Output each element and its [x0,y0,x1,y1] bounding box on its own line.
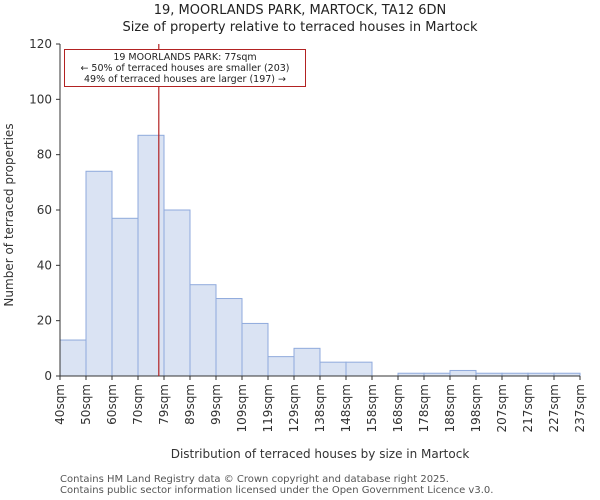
histogram-bar [267,356,295,377]
histogram-bar [189,284,217,377]
x-axis-label: Distribution of terraced houses by size … [171,447,470,461]
x-tick-label: 158sqm [365,384,379,432]
y-tick-label: 80 [37,148,52,162]
y-tick-label: 60 [37,203,52,217]
annotation-line-2: ← 50% of terraced houses are smaller (20… [80,63,290,74]
histogram-bar [319,361,347,377]
annotation-line-1: 19 MOORLANDS PARK: 77sqm [113,52,257,63]
x-tick-label: 40sqm [53,384,67,425]
x-tick-label: 237sqm [573,384,587,432]
x-tick-label: 148sqm [339,384,353,432]
chart-subtitle: Size of property relative to terraced ho… [122,20,478,35]
x-tick-label: 109sqm [235,384,249,432]
x-tick-label: 178sqm [417,384,431,432]
x-tick-label: 89sqm [183,384,197,425]
y-tick-label: 100 [29,92,52,106]
y-axis-label: Number of terraced properties [2,123,16,306]
y-tick-label: 120 [29,37,52,51]
x-tick-label: 138sqm [313,384,327,432]
histogram-bar [111,217,139,377]
y-tick-label: 20 [37,314,52,328]
annotation-line-3: 49% of terraced houses are larger (197) … [84,74,286,85]
histogram-bar [163,209,191,377]
histogram-bar [215,298,243,377]
x-tick-label: 119sqm [261,384,275,432]
y-tick-label: 0 [44,369,52,383]
footer-line-2: Contains public sector information licen… [60,485,494,496]
x-tick-label: 129sqm [287,384,301,432]
x-tick-label: 227sqm [547,384,561,432]
x-tick-label: 99sqm [209,384,223,425]
histogram-bar [449,369,477,377]
x-tick-label: 79sqm [157,384,171,425]
x-tick-label: 188sqm [443,384,457,432]
marker-annotation: 19 MOORLANDS PARK: 77sqm ← 50% of terrac… [64,49,306,87]
x-tick-label: 198sqm [469,384,483,432]
x-tick-label: 60sqm [105,384,119,425]
x-tick-label: 168sqm [391,384,405,432]
histogram-bar [293,347,321,377]
histogram-bar [59,339,87,377]
histogram-bar [85,170,113,377]
footer-line-1: Contains HM Land Registry data © Crown c… [60,474,449,485]
y-tick-label: 40 [37,258,52,272]
x-tick-label: 50sqm [79,384,93,425]
x-tick-label: 70sqm [131,384,145,425]
chart-title: 19, MOORLANDS PARK, MARTOCK, TA12 6DN [153,3,447,18]
histogram-bar [137,134,165,377]
histogram-bar [345,361,373,377]
x-tick-label: 217sqm [521,384,535,432]
x-tick-label: 207sqm [495,384,509,432]
histogram-bar [241,322,269,377]
